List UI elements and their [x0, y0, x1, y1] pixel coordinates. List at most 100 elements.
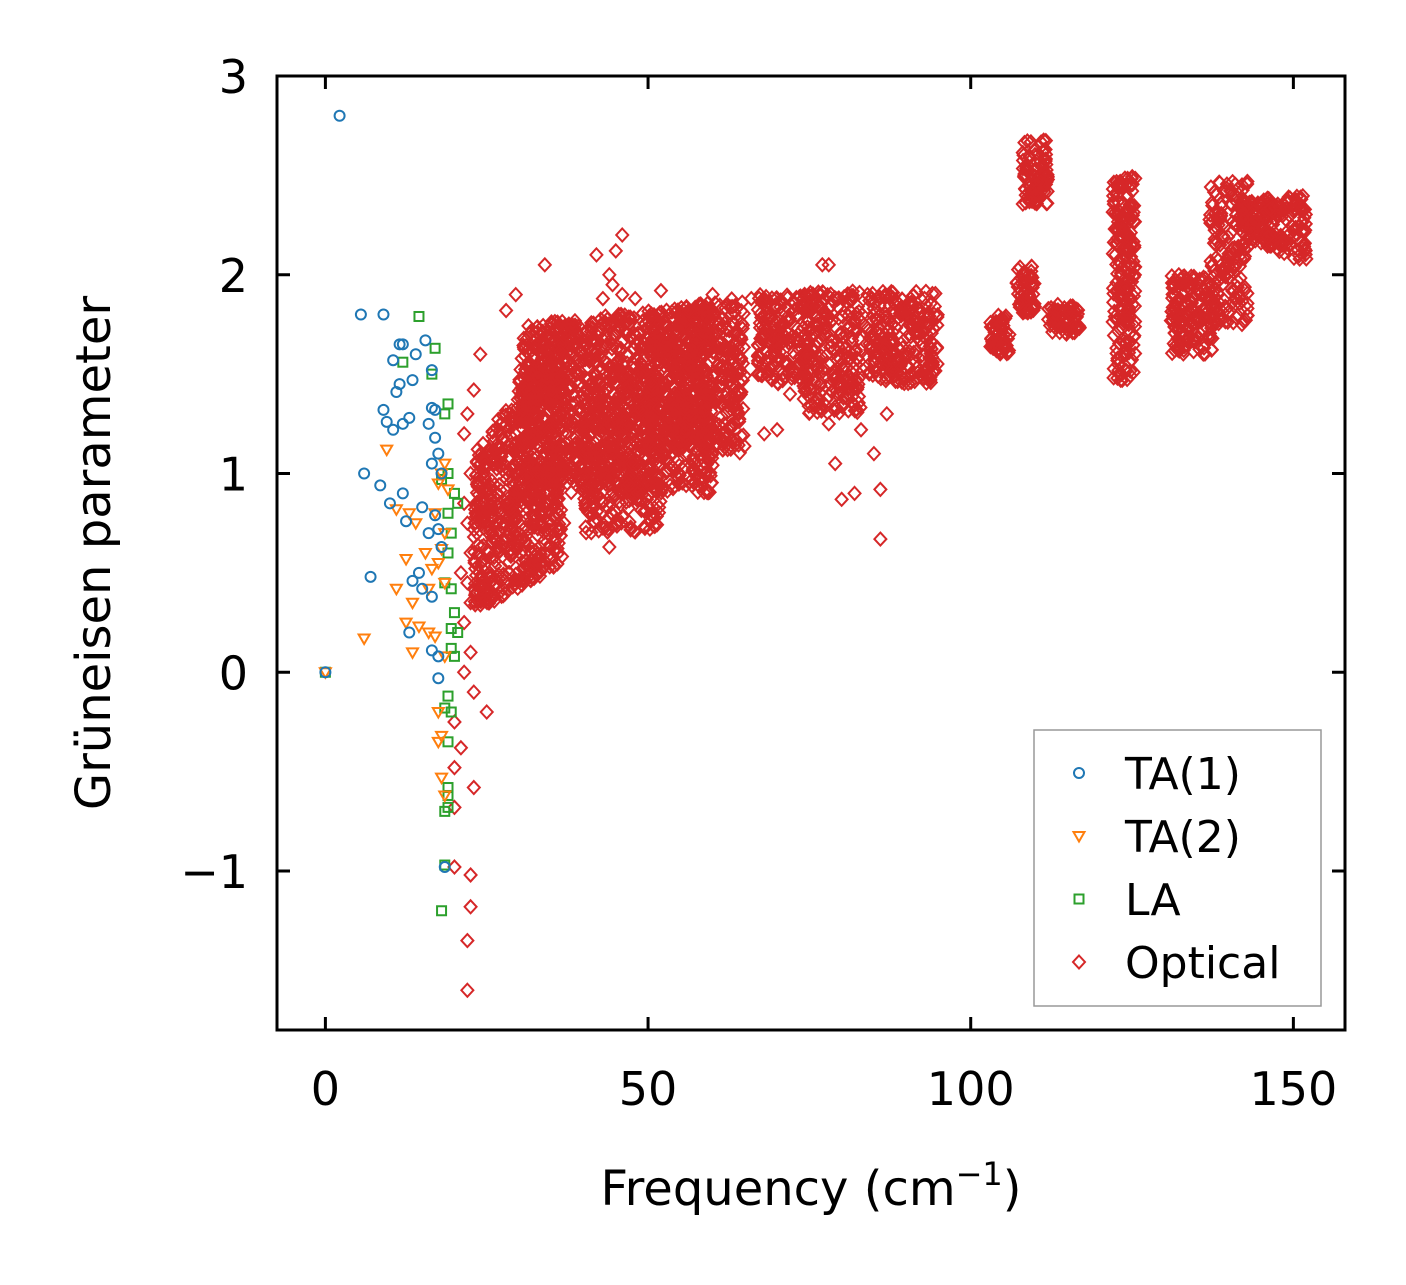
data-point-optical — [1024, 165, 1040, 182]
y-tick-label: 0 — [219, 646, 248, 700]
data-point-optical — [847, 485, 862, 502]
data-point-optical — [1186, 316, 1201, 333]
legend-marker-optical — [1071, 954, 1087, 970]
data-point-optical — [553, 337, 568, 353]
data-point-optical — [920, 316, 936, 333]
data-point-ta-1 — [364, 570, 377, 583]
data-point-optical — [1228, 257, 1244, 274]
data-point-ta-2 — [434, 730, 449, 744]
data-point-optical — [823, 286, 839, 303]
data-point-optical — [1297, 201, 1313, 218]
data-point-optical — [519, 469, 535, 485]
data-point-optical — [727, 367, 743, 384]
data-point-optical — [1262, 201, 1278, 218]
data-point-optical — [1035, 156, 1051, 173]
data-point-optical — [652, 315, 668, 331]
data-point-optical — [1196, 345, 1212, 362]
data-point-optical — [618, 494, 634, 511]
data-point-optical — [649, 516, 665, 533]
data-point-optical — [821, 256, 837, 273]
data-point-optical — [704, 326, 720, 343]
data-point-optical — [730, 406, 746, 423]
data-point-optical — [1208, 236, 1224, 253]
data-point-optical — [550, 408, 565, 425]
data-point-optical — [895, 370, 911, 387]
data-point-optical — [1051, 313, 1067, 330]
data-point-optical — [631, 458, 647, 475]
data-point-optical — [1224, 183, 1240, 200]
data-point-optical — [985, 318, 1001, 335]
data-point-optical — [591, 421, 606, 438]
data-point-optical — [594, 330, 610, 347]
data-point-optical — [605, 276, 620, 293]
data-point-optical — [1018, 181, 1033, 198]
x-tick-label: 50 — [619, 1062, 678, 1116]
data-point-optical — [582, 504, 597, 521]
data-point-optical — [781, 307, 796, 324]
data-point-optical — [683, 403, 699, 420]
x-tick-label: 0 — [311, 1062, 340, 1116]
data-point-optical — [1186, 271, 1202, 288]
data-point-optical — [1204, 213, 1220, 230]
y-tick-label: 3 — [219, 50, 248, 104]
data-point-optical — [837, 304, 852, 321]
data-point-optical — [806, 362, 821, 379]
data-point-ta-2 — [411, 621, 427, 635]
data-point-optical — [816, 305, 832, 322]
data-point-optical — [834, 491, 850, 508]
data-point-optical — [607, 369, 623, 386]
data-point-optical — [996, 336, 1012, 353]
data-point-optical — [478, 479, 494, 496]
data-point-optical — [591, 383, 607, 400]
data-point-optical — [550, 453, 566, 470]
data-point-optical — [1110, 352, 1125, 369]
data-point-optical — [602, 453, 618, 470]
data-point-optical — [1213, 207, 1229, 224]
data-point-optical — [850, 350, 866, 367]
data-point-optical — [821, 310, 836, 327]
data-point-optical — [521, 340, 537, 357]
data-point-optical — [497, 418, 513, 435]
data-point-optical — [700, 448, 716, 465]
data-point-optical — [803, 284, 818, 301]
data-point-optical — [644, 445, 659, 462]
data-point-optical — [468, 505, 484, 522]
data-point-optical — [1015, 196, 1031, 213]
data-point-optical — [666, 400, 682, 417]
data-point-optical — [572, 471, 588, 488]
data-point-optical — [637, 503, 652, 520]
data-point-optical — [653, 282, 669, 299]
data-point-optical — [502, 564, 517, 581]
data-point-optical — [908, 343, 924, 360]
data-point-optical — [473, 580, 489, 597]
data-point-optical — [699, 439, 715, 456]
data-point-ta-1 — [400, 515, 413, 528]
data-point-optical — [515, 413, 531, 430]
data-point-optical — [600, 520, 616, 537]
data-point-optical — [818, 347, 834, 364]
data-point-optical — [685, 307, 701, 324]
data-point-optical — [1111, 280, 1127, 297]
data-point-optical — [671, 434, 687, 451]
data-point-optical — [469, 484, 485, 501]
data-point-optical — [578, 524, 594, 541]
data-point-optical — [499, 529, 515, 546]
data-point-optical — [758, 327, 774, 344]
data-point-optical — [641, 458, 657, 475]
data-point-optical — [702, 433, 718, 450]
data-point-optical — [1295, 187, 1311, 204]
data-point-optical — [1187, 310, 1203, 327]
data-point-optical — [700, 415, 716, 432]
data-point-optical — [498, 302, 514, 319]
data-point-optical — [781, 311, 796, 328]
data-point-optical — [864, 327, 879, 344]
data-point-optical — [861, 364, 877, 381]
data-point-optical — [537, 557, 552, 574]
data-point-optical — [1279, 193, 1295, 210]
data-point-optical — [878, 372, 894, 389]
data-point-optical — [559, 391, 575, 408]
data-point-optical — [516, 330, 532, 347]
data-point-optical — [527, 518, 542, 535]
data-point-la — [439, 408, 451, 420]
data-point-optical — [456, 425, 472, 442]
